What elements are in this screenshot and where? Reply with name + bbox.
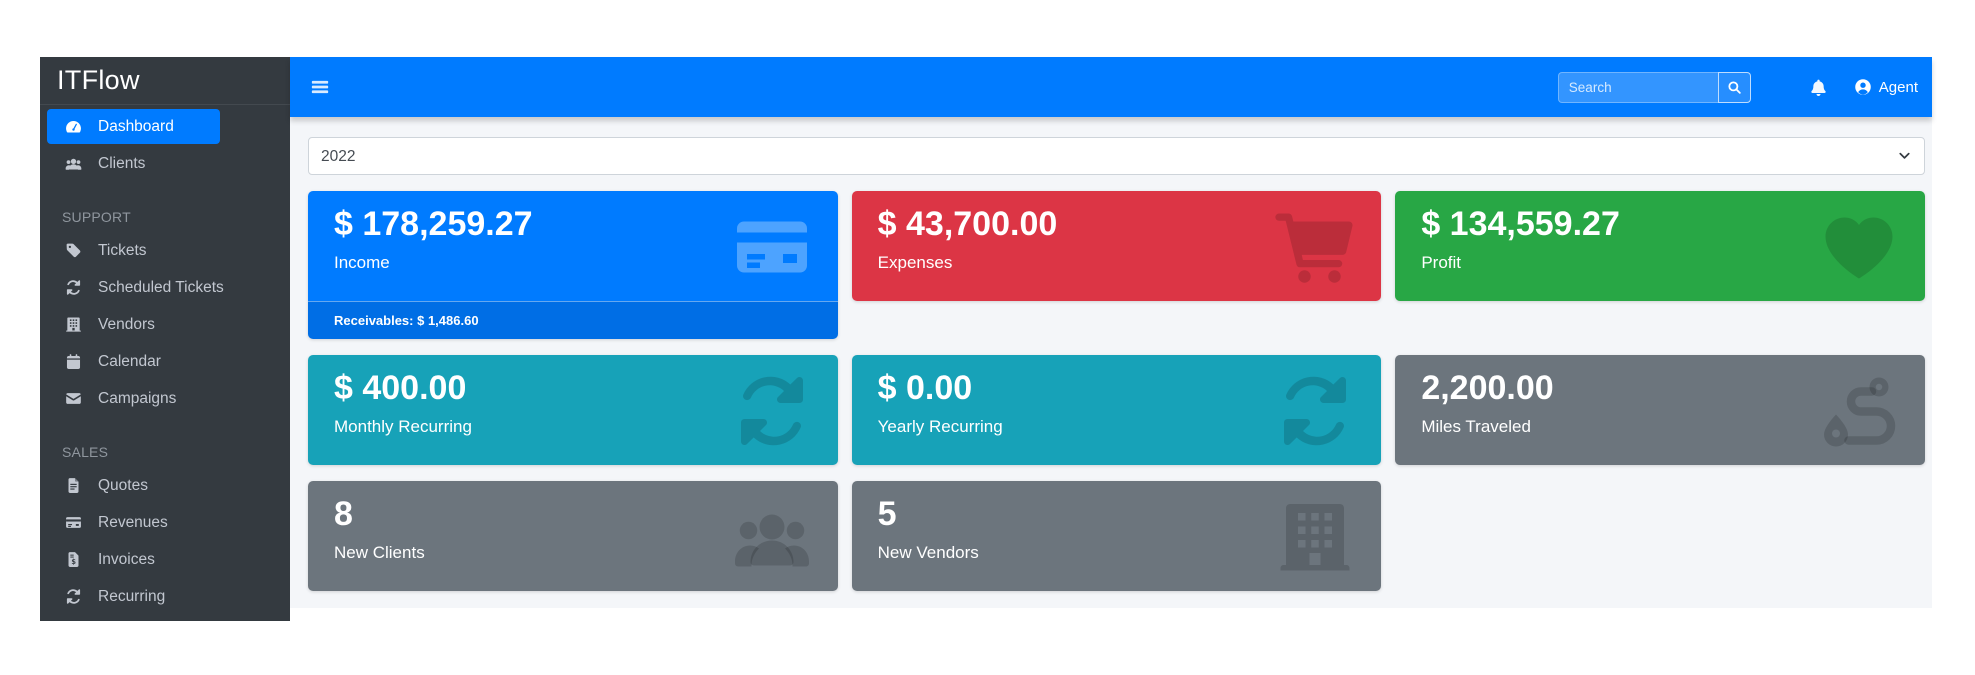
stat-label: Income <box>334 253 390 273</box>
sync-icon <box>64 279 83 296</box>
credit-card-icon <box>732 207 812 287</box>
file-icon <box>64 477 83 494</box>
receivables-footer: Receivables: $ 1,486.60 <box>308 301 838 339</box>
profit-card: $ 134,559.27 Profit <box>1395 191 1925 301</box>
dashboard-content: 2022 $ 178,259.27 Income Receivables: $ … <box>290 117 1932 608</box>
sidebar-item-label: Vendors <box>98 315 155 333</box>
sidebar-item-recurring[interactable]: Recurring <box>47 579 220 614</box>
miles-traveled-card: 2,200.00 Miles Traveled <box>1395 355 1925 465</box>
new-vendors-card: 5 New Vendors <box>851 481 1382 591</box>
sidebar-item-dashboard[interactable]: Dashboard <box>47 109 220 144</box>
notifications-button[interactable] <box>1809 78 1828 97</box>
expenses-card: $ 43,700.00 Expenses <box>851 191 1382 301</box>
yearly-recurring-card: $ 0.00 Yearly Recurring <box>851 355 1382 465</box>
sidebar-item-tickets[interactable]: Tickets <box>47 233 220 268</box>
sidebar-item-calendar[interactable]: Calendar <box>47 344 220 379</box>
sidebar-nav: Dashboard Clients SUPPORT Tickets Schedu… <box>40 105 290 616</box>
search-button[interactable] <box>1717 71 1751 103</box>
sync-icon <box>732 371 812 451</box>
users-icon <box>64 155 83 172</box>
building-icon <box>64 316 83 333</box>
calendar-icon <box>64 353 83 370</box>
file-invoice-dollar-icon <box>64 551 83 568</box>
tachometer-icon <box>64 118 83 135</box>
stat-label: New Vendors <box>877 543 979 563</box>
year-select[interactable]: 2022 <box>308 137 1925 175</box>
search-group <box>1557 71 1751 103</box>
sidebar-item-invoices[interactable]: Invoices <box>47 542 220 577</box>
sidebar-item-label: Recurring <box>98 587 166 605</box>
sidebar-item-label: Tickets <box>98 241 147 259</box>
brand-logo[interactable]: ITFlow <box>40 57 290 105</box>
main-area: Agent 2022 $ 178,259.27 Income Receivabl… <box>290 57 1932 621</box>
search-input[interactable] <box>1557 71 1718 103</box>
tag-icon <box>64 242 83 259</box>
stat-label: New Clients <box>334 543 425 563</box>
sidebar-section-support: SUPPORT <box>62 209 131 225</box>
sidebar-item-scheduled-tickets[interactable]: Scheduled Tickets <box>47 270 224 305</box>
envelope-icon <box>64 390 83 407</box>
stat-label: Yearly Recurring <box>877 417 1003 437</box>
stat-label: Profit <box>1421 253 1462 273</box>
user-menu-button[interactable]: Agent <box>1854 78 1918 96</box>
sidebar-item-vendors[interactable]: Vendors <box>47 307 220 342</box>
stat-value: 8 <box>334 495 353 533</box>
stat-value: $ 134,559.27 <box>1421 205 1620 243</box>
bars-icon <box>310 77 330 97</box>
app-window: ITFlow Dashboard Clients SUPPORT Tickets… <box>40 57 1932 621</box>
stat-value: $ 178,259.27 <box>334 205 533 243</box>
sidebar-toggle-button[interactable] <box>310 77 330 97</box>
sync-icon <box>64 588 83 605</box>
stat-value: 5 <box>877 495 897 533</box>
user-menu-label: Agent <box>1878 78 1918 96</box>
sidebar-item-label: Clients <box>98 154 146 172</box>
sidebar-item-clients[interactable]: Clients <box>47 146 220 181</box>
sidebar-item-quotes[interactable]: Quotes <box>47 468 220 503</box>
stat-label: Expenses <box>877 253 953 273</box>
sidebar-section-sales: SALES <box>62 444 109 460</box>
users-icon <box>732 497 812 577</box>
topbar: Agent <box>290 57 1932 117</box>
sidebar-item-label: Revenues <box>98 513 168 531</box>
magnifier-icon <box>1727 80 1742 95</box>
credit-card-icon <box>64 514 83 531</box>
sidebar-item-revenues[interactable]: Revenues <box>47 505 220 540</box>
sidebar-item-label: Scheduled Tickets <box>98 278 224 296</box>
sidebar-item-label: Quotes <box>98 476 148 494</box>
monthly-recurring-card: $ 400.00 Monthly Recurring <box>308 355 838 465</box>
stat-value: 2,200.00 <box>1421 369 1554 407</box>
new-clients-card: 8 New Clients <box>308 481 838 591</box>
sidebar-item-label: Invoices <box>98 550 155 568</box>
sidebar-item-campaigns[interactable]: Campaigns <box>47 381 220 416</box>
stat-value: $ 400.00 <box>334 369 467 407</box>
shopping-cart-icon <box>1275 207 1355 287</box>
building-icon <box>1275 497 1355 577</box>
income-card: $ 178,259.27 Income Receivables: $ 1,486… <box>308 191 838 339</box>
stat-label: Monthly Recurring <box>334 417 472 437</box>
stat-label: Miles Traveled <box>1421 417 1531 437</box>
sidebar-item-label: Dashboard <box>98 117 174 135</box>
route-icon <box>1819 371 1899 451</box>
bell-icon <box>1809 78 1828 97</box>
stat-value: $ 0.00 <box>877 369 973 407</box>
year-select-wrap: 2022 <box>308 137 1925 175</box>
sync-icon <box>1275 371 1355 451</box>
sidebar-item-label: Campaigns <box>98 389 177 407</box>
user-circle-icon <box>1854 78 1872 96</box>
stat-value: $ 43,700.00 <box>877 205 1058 243</box>
stat-cards-grid: $ 178,259.27 Income Receivables: $ 1,486… <box>308 191 1925 591</box>
sidebar: ITFlow Dashboard Clients SUPPORT Tickets… <box>40 57 290 621</box>
sidebar-item-label: Calendar <box>98 352 161 370</box>
heart-icon <box>1819 207 1899 287</box>
